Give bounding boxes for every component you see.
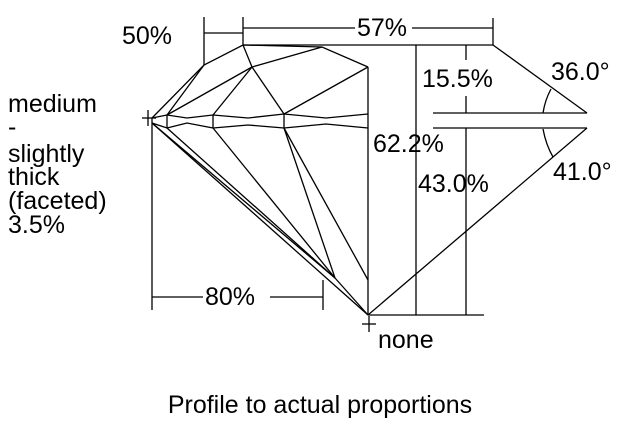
culet-label: none	[378, 326, 434, 354]
diagram-line	[166, 66, 253, 116]
pavilion-depth-label: 43.0%	[418, 170, 489, 198]
svg-text:-: -	[8, 113, 16, 141]
svg-text:3.5%: 3.5%	[8, 211, 65, 239]
svg-text:slightly: slightly	[8, 140, 85, 168]
crown-facets	[166, 44, 369, 116]
svg-text:(faceted): (faceted)	[8, 187, 107, 215]
crown-height-label: 15.5%	[422, 65, 493, 93]
diagram-line	[151, 122, 369, 316]
girdle-label: medium - slightly thick (faceted) 3.5%	[8, 90, 107, 239]
crown-angle-arc	[542, 88, 552, 114]
diagram-line	[151, 122, 369, 129]
diagram-line	[283, 127, 369, 281]
pavilion-side-right	[367, 127, 588, 316]
diagram-line	[166, 64, 205, 116]
lower-half-label: 80%	[205, 283, 255, 311]
diagram-line	[212, 127, 336, 279]
diagram-line	[283, 127, 336, 279]
diagram-line	[242, 44, 253, 68]
diagram-line	[151, 122, 336, 279]
diagram-line	[251, 66, 285, 115]
diagram-line	[251, 46, 323, 68]
pavilion-facets	[151, 122, 369, 316]
diagram-line	[334, 277, 369, 316]
crown-outline	[151, 44, 369, 119]
pavilion-angle-arc	[542, 128, 554, 158]
diagram-line	[212, 66, 253, 116]
measurement-lines	[142, 17, 587, 332]
crown-side-right	[492, 44, 588, 114]
svg-text:medium: medium	[8, 90, 97, 118]
diagram-line	[166, 127, 336, 279]
diamond-profile	[151, 44, 588, 316]
diagram-line	[283, 66, 369, 115]
star-length-label: 50%	[122, 22, 172, 50]
girdle	[151, 113, 369, 129]
caption: Profile to actual proportions	[168, 391, 472, 419]
table-percent-label: 57%	[357, 14, 407, 42]
crown-angle-label: 36.0°	[551, 58, 610, 86]
svg-text:thick: thick	[8, 163, 60, 191]
diagram-line	[151, 113, 369, 119]
total-depth-label: 62.2%	[373, 130, 444, 158]
pavilion-angle-label: 41.0°	[553, 158, 612, 186]
